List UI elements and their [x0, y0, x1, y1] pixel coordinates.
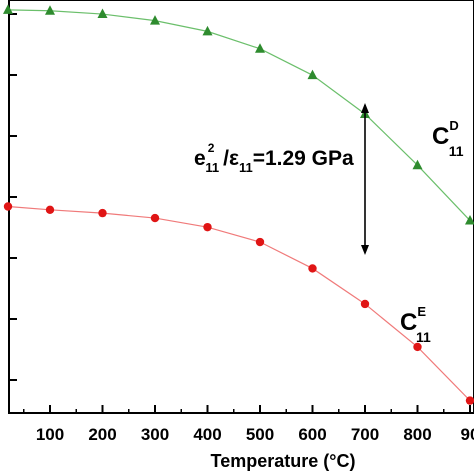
data-point-d [307, 69, 318, 80]
x-tick-label: 90 [461, 425, 474, 444]
data-point-e [255, 237, 265, 247]
series-line-e [7, 205, 471, 402]
series-label-cd: CD 11 [432, 118, 464, 159]
plot-frame [8, 0, 474, 414]
data-point-d [97, 8, 108, 19]
data-point-d [412, 159, 423, 170]
x-tick-labels: 100 200 300 400 500 600 700 800 90 [36, 425, 474, 444]
data-point-d [150, 15, 160, 25]
series-lines [7, 9, 471, 402]
data-point-e [3, 202, 13, 211]
data-point-d [465, 215, 474, 225]
data-point-e [45, 205, 55, 215]
data-point-e [308, 264, 317, 273]
data-point-d [255, 43, 265, 53]
series-line-d [7, 9, 471, 221]
data-point-d [202, 25, 213, 36]
x-tick-label: 300 [141, 425, 169, 444]
data-point-e [465, 396, 474, 405]
data-point-d [45, 5, 55, 15]
x-tick-label: 400 [193, 425, 221, 444]
annotation-coupling: e 2 11/ε11=1.29 GPa [194, 141, 354, 175]
x-tick-label: 500 [246, 425, 274, 444]
data-point-e [360, 299, 370, 309]
data-point-d [3, 4, 13, 14]
data-point-e [413, 342, 422, 352]
x-tick-label: 800 [403, 425, 431, 444]
difference-arrow-head-top [361, 103, 369, 113]
series-markers [3, 4, 474, 405]
series-label-ce: CE 11 [400, 304, 431, 345]
x-tick-label: 600 [298, 425, 326, 444]
y-ticks [9, 13, 17, 381]
x-tick-label: 100 [36, 425, 64, 444]
x-tick-label: 200 [88, 425, 116, 444]
x-axis-title: Temperature (°C) [211, 451, 356, 471]
difference-arrow-head-bottom [361, 245, 369, 255]
data-point-e [98, 208, 107, 218]
data-point-e [203, 222, 212, 232]
x-ticks [23, 405, 471, 413]
data-point-e [150, 213, 160, 223]
x-tick-label: 700 [351, 425, 379, 444]
